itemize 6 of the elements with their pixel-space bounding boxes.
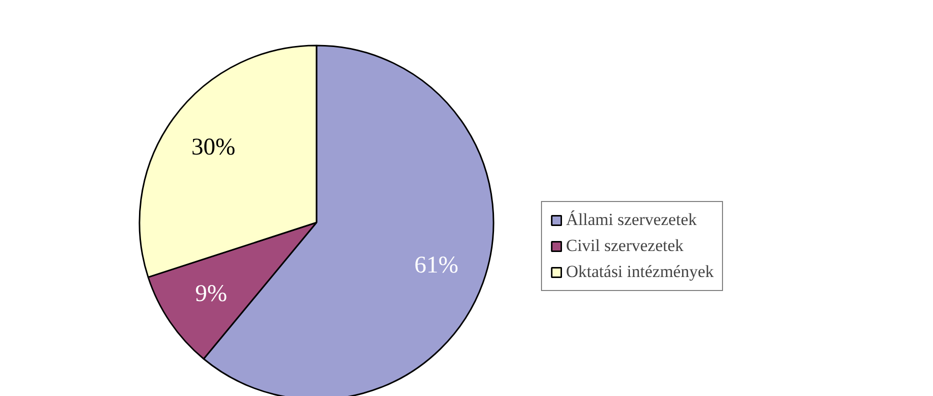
- data-label: 61%: [414, 252, 458, 279]
- legend-label: Civil szervezetek: [566, 236, 684, 256]
- legend-label: Oktatási intézmények: [566, 262, 714, 282]
- data-label: 9%: [195, 281, 228, 308]
- legend-label: Állami szervezetek: [566, 210, 697, 230]
- data-label: 30%: [191, 134, 236, 161]
